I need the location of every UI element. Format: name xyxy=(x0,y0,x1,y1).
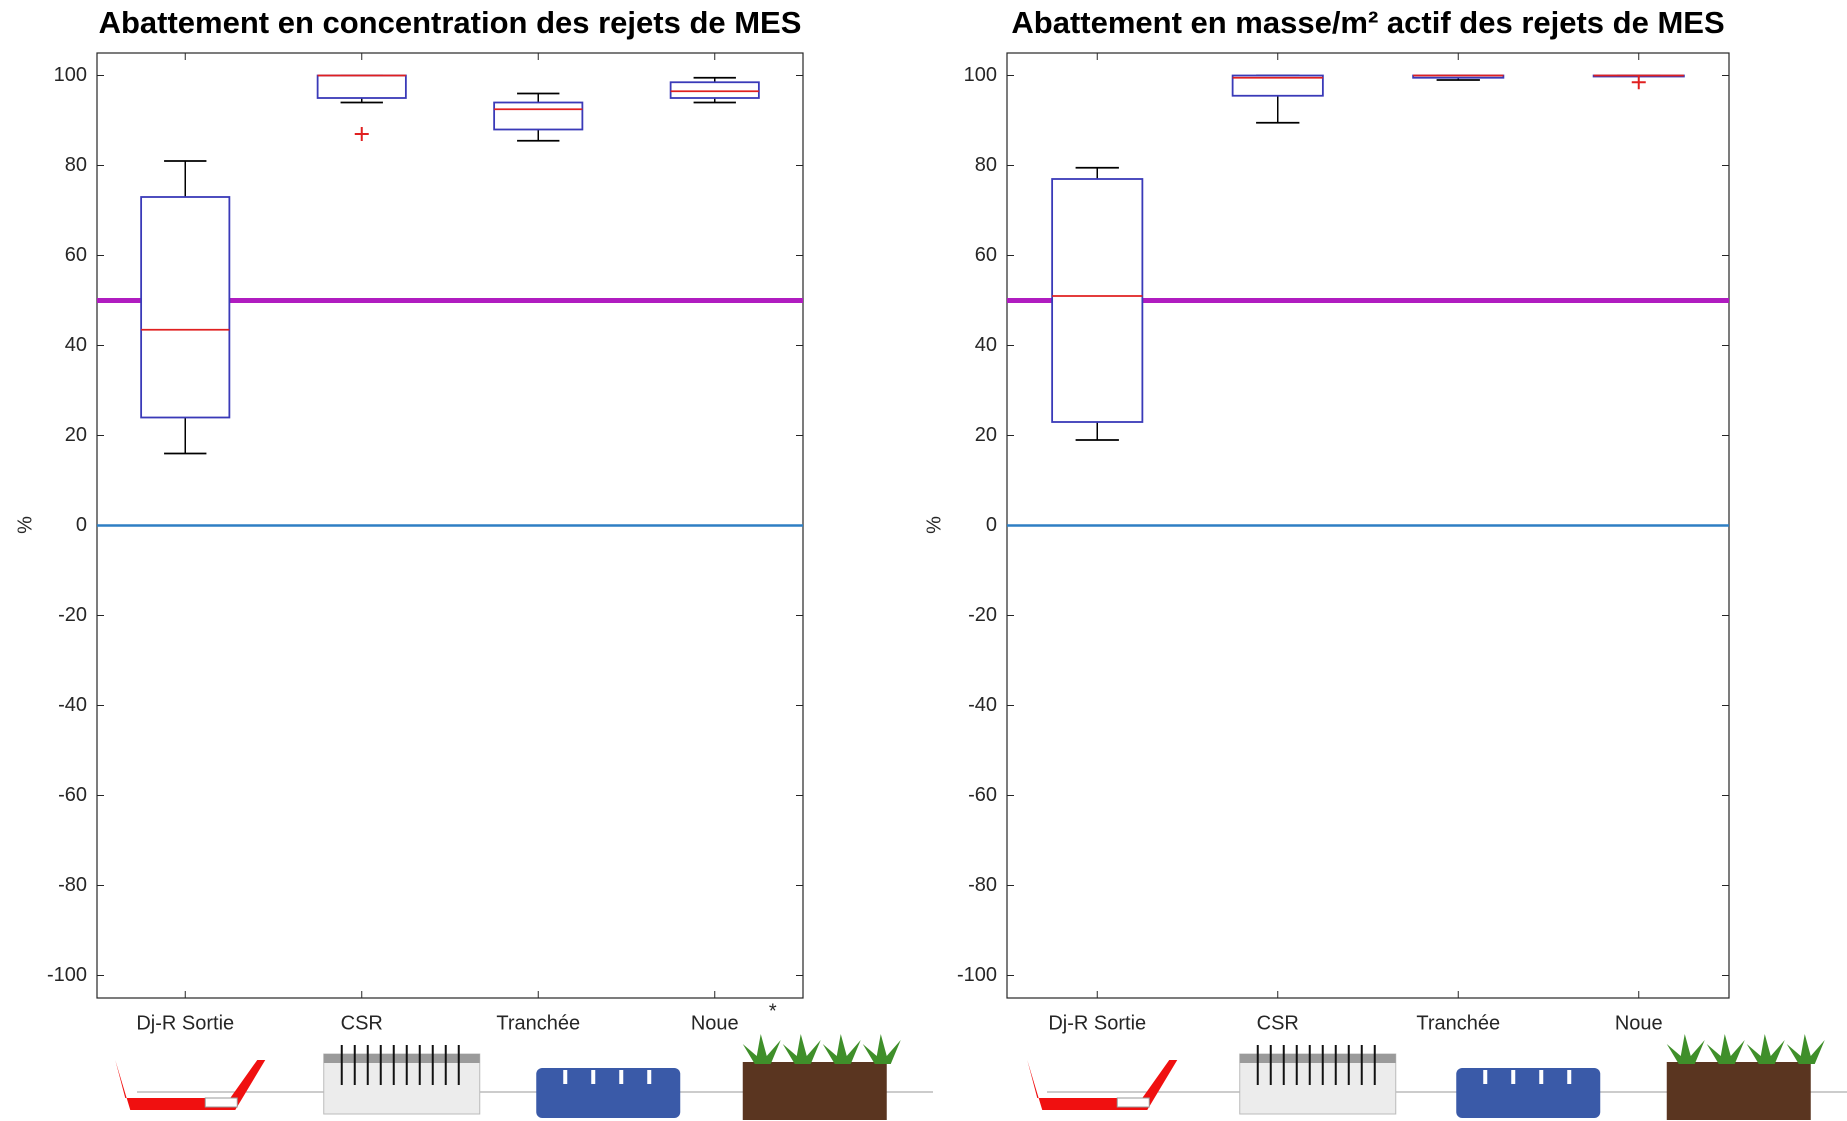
y-tick-label: -60 xyxy=(58,784,87,806)
y-tick-label: 20 xyxy=(65,424,87,446)
y-tick-label: 20 xyxy=(975,424,997,446)
box xyxy=(669,81,760,99)
y-tick-label: 60 xyxy=(65,244,87,266)
swale-icon xyxy=(1666,1062,1811,1120)
grass-icon xyxy=(1746,1034,1785,1064)
x-tick-label: Dj-R Sortie xyxy=(1048,1012,1146,1034)
y-tick-label: -100 xyxy=(47,964,87,986)
x-tick-label: CSR xyxy=(1257,1012,1299,1034)
y-tick-label: -100 xyxy=(957,964,997,986)
y-tick-label: -80 xyxy=(968,874,997,896)
pavement-icon xyxy=(323,1053,481,1115)
y-tick-label: 40 xyxy=(65,334,87,356)
box xyxy=(140,196,231,419)
trench-icon xyxy=(536,1068,681,1118)
pavement-top xyxy=(323,1054,480,1063)
y-tick-label: -60 xyxy=(968,784,997,806)
chart: Abattement en concentration des rejets d… xyxy=(14,5,933,1120)
y-tick-label: 40 xyxy=(975,334,997,356)
pavement-top xyxy=(1239,1054,1396,1063)
chart-title: Abattement en masse/m² actif des rejets … xyxy=(1011,5,1724,40)
y-axis-label: % xyxy=(923,516,945,534)
grass-icon xyxy=(862,1034,901,1064)
swale-icon xyxy=(742,1062,887,1120)
outlier xyxy=(354,127,369,141)
y-tick-label: -40 xyxy=(58,694,87,716)
outlier xyxy=(1631,75,1646,90)
y-tick-label: -80 xyxy=(58,874,87,896)
trench-pipe xyxy=(1567,1070,1572,1084)
y-tick-label: 60 xyxy=(975,244,997,266)
grass-icon xyxy=(822,1034,861,1064)
outlet-icon xyxy=(1116,1097,1150,1108)
annotation: * xyxy=(769,1000,777,1022)
grass-icon xyxy=(1666,1034,1705,1064)
trench-pipe xyxy=(563,1070,568,1084)
grass-icon xyxy=(782,1034,821,1064)
outlet-icon xyxy=(204,1097,238,1108)
trench-pipe xyxy=(1483,1070,1488,1084)
grass-icon xyxy=(1786,1034,1825,1064)
trench-pipe xyxy=(1511,1070,1516,1084)
y-tick-label: 0 xyxy=(76,514,87,536)
trench-pipe xyxy=(1539,1070,1544,1084)
basin-icon xyxy=(1027,1060,1178,1110)
trench-pipe xyxy=(647,1070,652,1084)
box xyxy=(1051,178,1144,423)
x-tick-label: Noue xyxy=(1615,1012,1663,1034)
pavement-icon xyxy=(1239,1053,1397,1115)
x-tick-label: CSR xyxy=(341,1012,383,1034)
chart-title: Abattement en concentration des rejets d… xyxy=(99,5,802,40)
y-tick-label: 0 xyxy=(986,514,997,536)
grass-icon xyxy=(742,1034,781,1064)
grass-icon xyxy=(1706,1034,1745,1064)
y-tick-label: -40 xyxy=(968,694,997,716)
y-tick-label: 80 xyxy=(65,154,87,176)
box xyxy=(1231,74,1324,97)
x-tick-label: Tranchée xyxy=(1416,1012,1500,1034)
chart: Abattement en masse/m² actif des rejets … xyxy=(923,5,1847,1120)
box xyxy=(493,101,584,131)
x-tick-label: Dj-R Sortie xyxy=(136,1012,234,1034)
y-tick-label: -20 xyxy=(58,604,87,626)
y-tick-label: -20 xyxy=(968,604,997,626)
y-tick-label: 100 xyxy=(964,64,997,86)
x-tick-label: Noue xyxy=(691,1012,739,1034)
trench-pipe xyxy=(591,1070,596,1084)
x-tick-label: Tranchée xyxy=(496,1012,580,1034)
trench-icon xyxy=(1456,1068,1601,1118)
box xyxy=(316,74,407,99)
trench-pipe xyxy=(619,1070,624,1084)
y-axis-label: % xyxy=(14,516,36,534)
y-tick-label: 80 xyxy=(975,154,997,176)
basin-icon xyxy=(115,1060,266,1110)
y-tick-label: 100 xyxy=(54,64,87,86)
